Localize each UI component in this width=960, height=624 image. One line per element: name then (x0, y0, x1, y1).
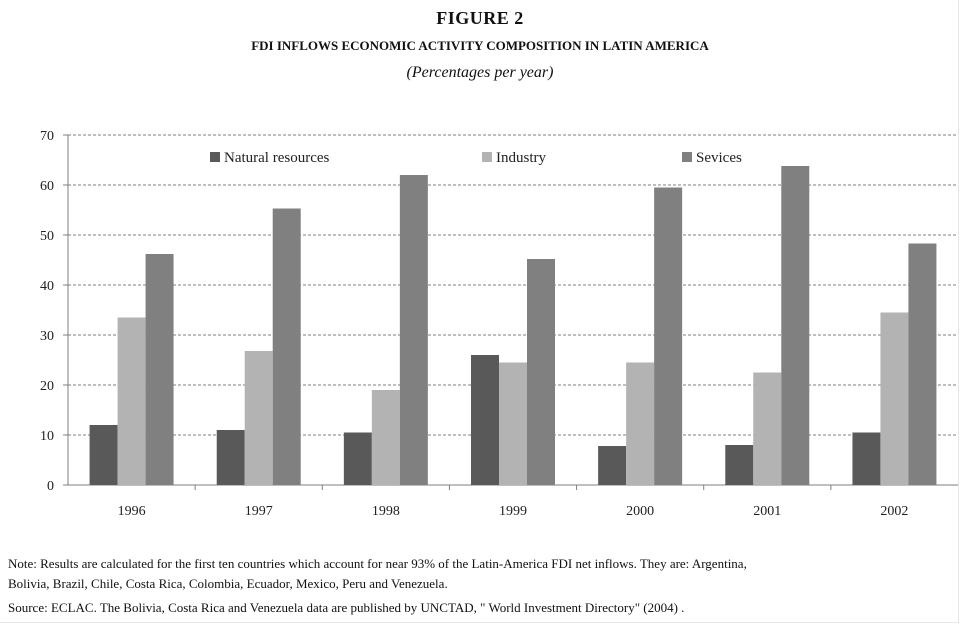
bar-natural-resources (852, 432, 881, 485)
y-tick-label: 10 (40, 429, 54, 444)
x-tick-label: 1997 (245, 504, 273, 519)
bar-industry (117, 317, 146, 485)
bar-sevices (399, 175, 428, 485)
bar-industry (371, 390, 400, 485)
chart-title: FDI INFLOWS ECONOMIC ACTIVITY COMPOSITIO… (251, 38, 709, 53)
bar-industry (244, 351, 273, 485)
legend-swatch (210, 152, 220, 162)
legend-label: Natural resources (224, 150, 330, 166)
x-tick-label: 2002 (880, 504, 908, 519)
legend-swatch (482, 152, 492, 162)
x-tick-label: 1996 (118, 504, 146, 519)
bar-sevices (272, 208, 301, 485)
note-line-1: Note: Results are calculated for the fir… (8, 556, 747, 571)
y-tick-label: 0 (47, 479, 54, 494)
y-tick-label: 50 (40, 229, 54, 244)
bar-sevices (527, 259, 555, 485)
bar-natural-resources (598, 446, 627, 485)
bar-sevices (781, 166, 810, 485)
chart-subtitle: (Percentages per year) (406, 64, 554, 81)
bar-sevices (654, 187, 683, 485)
y-tick-label: 60 (40, 179, 54, 194)
x-tick-label: 1999 (499, 504, 527, 519)
legend-label: Industry (496, 150, 546, 166)
legend-swatch (682, 152, 692, 162)
y-tick-label: 20 (40, 379, 54, 394)
note-line-2: Bolivia, Brazil, Chile, Costa Rica, Colo… (8, 576, 448, 591)
y-tick-label: 30 (40, 329, 54, 344)
bar-natural-resources (725, 445, 754, 485)
x-tick-label: 2000 (626, 504, 654, 519)
source-note: Source: ECLAC. The Bolivia, Costa Rica a… (8, 600, 685, 615)
bar-natural-resources (471, 355, 499, 485)
x-tick-label: 2001 (753, 504, 781, 519)
y-tick-label: 40 (40, 279, 54, 294)
bar-industry (499, 362, 527, 485)
figure-label: FIGURE 2 (436, 8, 524, 28)
bar-industry (753, 372, 782, 485)
x-tick-label: 1998 (372, 504, 400, 519)
bar-sevices (908, 243, 937, 485)
y-tick-label: 70 (40, 129, 54, 144)
bar-natural-resources (216, 430, 245, 485)
bar-natural-resources (343, 432, 372, 485)
bar-industry (880, 312, 909, 485)
bar-industry (626, 362, 655, 485)
bar-chart: 0 10 20 30 40 50 60 70 1996 1997 1998 1999 2000 2001 2… (40, 129, 958, 519)
legend-label: Sevices (696, 150, 742, 166)
bar-natural-resources (89, 425, 118, 485)
bar-sevices (145, 254, 174, 485)
